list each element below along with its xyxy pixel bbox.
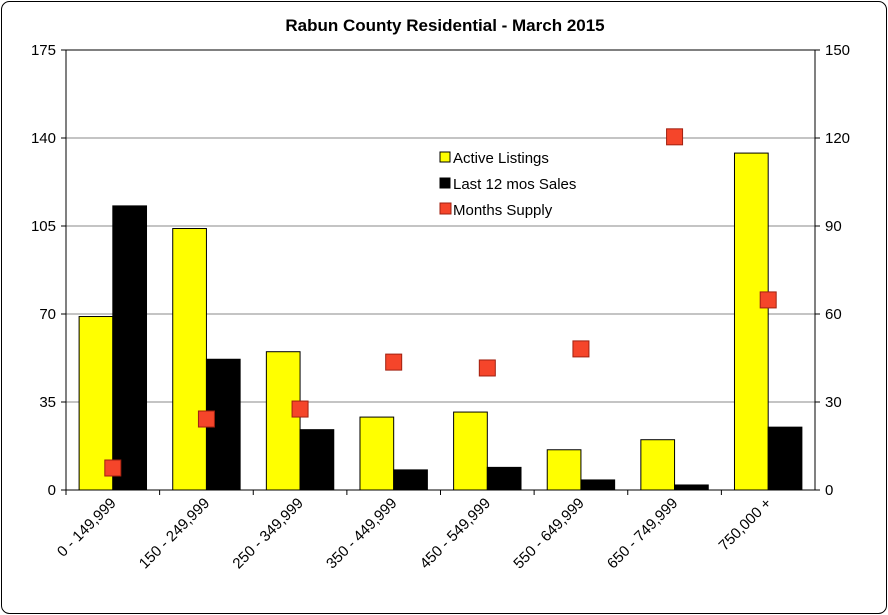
legend-swatch xyxy=(439,151,451,163)
marker xyxy=(104,459,122,477)
bar xyxy=(172,228,207,491)
y-tick-label: 35 xyxy=(39,394,56,411)
bar xyxy=(393,469,428,491)
y2-tick-label: 30 xyxy=(825,394,842,411)
bar xyxy=(733,152,769,491)
y-tick-label: 105 xyxy=(31,218,56,235)
y-tick-label: 0 xyxy=(48,482,56,499)
bar xyxy=(453,411,488,491)
y-tick-label: 70 xyxy=(39,306,56,323)
bar xyxy=(265,351,301,491)
marker xyxy=(572,340,590,358)
bar xyxy=(767,426,803,491)
y-tick-label: 140 xyxy=(31,130,56,147)
marker xyxy=(666,128,684,146)
y2-tick-label: 150 xyxy=(825,42,850,59)
bar xyxy=(640,439,676,491)
legend-label: Months Supply xyxy=(453,202,553,219)
bar xyxy=(486,466,522,491)
marker xyxy=(478,359,496,377)
bar xyxy=(359,416,395,491)
legend: Active Listings Last 12 mos Sales Months… xyxy=(439,150,576,219)
marker xyxy=(759,291,777,309)
marker xyxy=(385,353,403,371)
legend-swatch xyxy=(439,202,452,215)
y2-tick-label: 90 xyxy=(825,218,842,235)
marker xyxy=(291,400,309,418)
y2-tick-label: 120 xyxy=(825,130,850,147)
bar xyxy=(112,205,148,491)
chart-title: Rabun County Residential - March 2015 xyxy=(285,16,604,35)
bar xyxy=(674,484,709,491)
y2-tick-label: 60 xyxy=(825,306,842,323)
bar xyxy=(546,449,582,491)
y-tick-label: 175 xyxy=(31,42,56,59)
marker xyxy=(197,410,215,428)
y2-tick-label: 0 xyxy=(825,482,833,499)
legend-swatch xyxy=(439,177,451,189)
bar xyxy=(299,429,335,491)
legend-label: Last 12 mos Sales xyxy=(453,176,576,193)
bar xyxy=(580,479,616,491)
legend-label: Active Listings xyxy=(453,150,549,167)
